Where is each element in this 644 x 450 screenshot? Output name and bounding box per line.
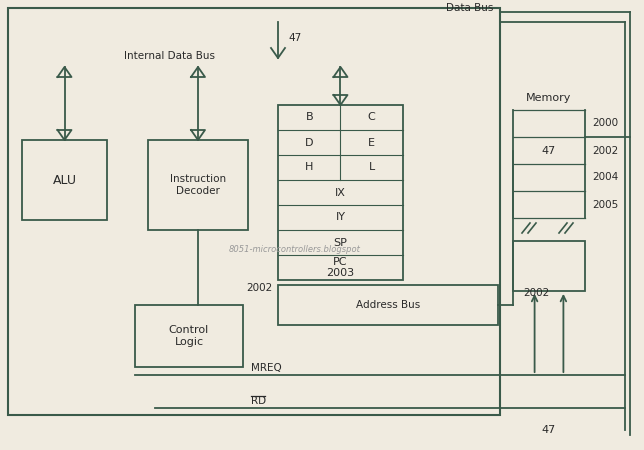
Bar: [135, 305, 243, 367]
Text: E: E: [368, 138, 375, 148]
Text: IX: IX: [335, 188, 346, 198]
Text: B: B: [305, 112, 313, 122]
Text: Memory: Memory: [526, 93, 572, 103]
Text: PC
2003: PC 2003: [327, 256, 355, 278]
Bar: [148, 140, 248, 230]
Text: 2002: 2002: [592, 145, 618, 156]
Text: 2002: 2002: [523, 288, 549, 298]
Text: 2004: 2004: [592, 172, 618, 183]
Text: L: L: [368, 162, 375, 172]
Text: C: C: [368, 112, 375, 122]
Text: Instruction
Decoder: Instruction Decoder: [170, 174, 226, 196]
Text: 47: 47: [288, 33, 301, 43]
Text: H: H: [305, 162, 314, 172]
Text: Address Bus: Address Bus: [356, 300, 420, 310]
Text: RD: RD: [251, 396, 266, 406]
Text: 2000: 2000: [592, 118, 618, 129]
Text: 47: 47: [542, 145, 556, 156]
Text: D: D: [305, 138, 314, 148]
Text: 8051-microcontrollers.blogspot: 8051-microcontrollers.blogspot: [229, 246, 361, 255]
Text: Internal Data Bus: Internal Data Bus: [124, 51, 216, 61]
Bar: [8, 8, 500, 415]
Text: Control
Logic: Control Logic: [169, 325, 209, 347]
Bar: [278, 105, 403, 280]
Text: MREQ: MREQ: [251, 363, 281, 373]
Text: SP: SP: [334, 238, 347, 248]
Text: 47: 47: [542, 425, 556, 435]
Text: ALU: ALU: [53, 174, 77, 186]
Text: Data Bus: Data Bus: [446, 3, 494, 13]
Bar: [513, 241, 585, 291]
Bar: [278, 285, 498, 325]
Text: 2002: 2002: [247, 283, 273, 293]
Text: 2005: 2005: [592, 199, 618, 210]
Text: IY: IY: [336, 212, 345, 222]
Bar: [22, 140, 107, 220]
